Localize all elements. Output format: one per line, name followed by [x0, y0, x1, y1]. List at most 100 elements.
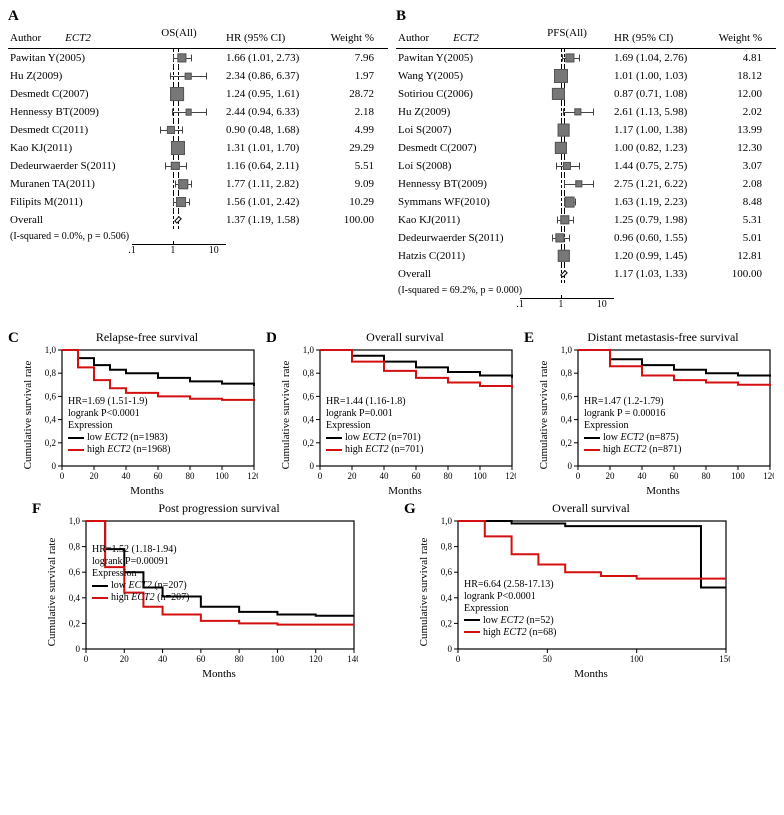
expr-label: Expression [464, 603, 508, 615]
hr-ci: 1.44 (0.75, 2.75) [614, 160, 716, 172]
svg-text:0,8: 0,8 [45, 368, 57, 378]
svg-text:0,6: 0,6 [69, 567, 81, 577]
hr-ci: 1.56 (1.01, 2.42) [226, 196, 328, 208]
author: Wang Y(2005) [396, 70, 520, 82]
hdr-weight: Weight % [716, 32, 764, 44]
author: Desmedt C(2011) [8, 124, 132, 136]
svg-text:0: 0 [456, 654, 461, 664]
forest-header: AuthorECT2OS(All)HR (95% CI)Weight % [8, 27, 388, 49]
svg-text:120: 120 [309, 654, 323, 664]
svg-text:40: 40 [158, 654, 168, 664]
overall-label: Overall [396, 268, 520, 280]
svg-text:0: 0 [76, 644, 81, 654]
row-plot [132, 49, 226, 67]
svg-text:0: 0 [52, 461, 57, 471]
forest-row: Wang Y(2005)1.01 (1.00, 1.03)18.12 [396, 67, 776, 85]
legend-low: low ECT2 (n=52) [464, 615, 554, 627]
svg-text:100: 100 [271, 654, 285, 664]
forest-row: A AuthorECT2OS(All)HR (95% CI)Weight %Pa… [8, 8, 776, 318]
svg-text:60: 60 [154, 471, 164, 481]
legend-high: high ECT2 (n=871) [584, 444, 681, 456]
svg-text:20: 20 [348, 471, 358, 481]
overall-weight: 100.00 [716, 268, 764, 280]
row-plot [132, 193, 226, 211]
author: Kao KJ(2011) [396, 214, 520, 226]
forest-row: Hennessy BT(2009)2.75 (1.21, 6.22)2.08 [396, 175, 776, 193]
forest-overall: Overall1.17 (1.03, 1.33)100.00 [396, 265, 776, 283]
svg-text:0,6: 0,6 [45, 391, 57, 401]
svg-text:0,4: 0,4 [303, 415, 315, 425]
row-plot [132, 157, 226, 175]
weight: 2.18 [328, 106, 376, 118]
heterogeneity: (I-squared = 0.0%, p = 0.506) [8, 231, 388, 242]
weight: 28.72 [328, 88, 376, 100]
row-plot [520, 121, 614, 139]
author: Hu Z(2009) [396, 106, 520, 118]
legend-low: low ECT2 (n=1983) [68, 432, 168, 444]
row-plot [520, 211, 614, 229]
row-plot [520, 247, 614, 265]
svg-text:0: 0 [448, 644, 453, 654]
row-plot [520, 139, 614, 157]
svg-text:60: 60 [412, 471, 422, 481]
weight: 3.07 [716, 160, 764, 172]
svg-text:80: 80 [702, 471, 712, 481]
author: Kao KJ(2011) [8, 142, 132, 154]
y-axis-label: Cumulative survival rate [538, 361, 550, 470]
svg-text:0,8: 0,8 [441, 542, 453, 552]
hr-ci: 1.25 (0.79, 1.98) [614, 214, 716, 226]
forest-axis: .1110 [396, 298, 776, 318]
expr-label: Expression [584, 420, 628, 432]
expr-label: Expression [68, 420, 112, 432]
x-axis-label: Months [58, 668, 380, 680]
expr-label: Expression [92, 568, 136, 580]
author: Loi S(2007) [396, 124, 520, 136]
author: Pawitan Y(2005) [8, 52, 132, 64]
svg-text:0,8: 0,8 [69, 542, 81, 552]
row-plot [520, 157, 614, 175]
hr-text: HR=1.52 (1.18-1.94) [92, 544, 177, 556]
panel-label: G [404, 501, 416, 518]
panel-e: EDistant metastasis-free survivalCumulat… [524, 330, 776, 497]
row-plot [520, 49, 614, 67]
svg-text:1,0: 1,0 [45, 346, 57, 355]
hr-ci: 2.61 (1.13, 5.98) [614, 106, 716, 118]
forest-row: Desmedt C(2007)1.24 (0.95, 1.61)28.72 [8, 85, 388, 103]
y-axis-label: Cumulative survival rate [22, 361, 34, 470]
hr-ci: 1.20 (0.99, 1.45) [614, 250, 716, 262]
weight: 4.81 [716, 52, 764, 64]
svg-text:0,4: 0,4 [441, 593, 453, 603]
weight: 5.31 [716, 214, 764, 226]
svg-text:40: 40 [122, 471, 132, 481]
survival-row-2: FPost progression survivalCumulative sur… [8, 501, 776, 680]
overall-label: Overall [8, 214, 132, 226]
y-axis-label: Cumulative survival rate [280, 361, 292, 470]
forest-row: Hu Z(2009)2.61 (1.13, 5.98)2.02 [396, 103, 776, 121]
hr-ci: 1.31 (1.01, 1.70) [226, 142, 328, 154]
legend-high: high ECT2 (n=207) [92, 592, 189, 604]
hr-ci: 1.69 (1.04, 2.76) [614, 52, 716, 64]
svg-text:0,2: 0,2 [561, 438, 572, 448]
overall-weight: 100.00 [328, 214, 376, 226]
forest-row: Dedeurwaerder S(2011)0.96 (0.60, 1.55)5.… [396, 229, 776, 247]
weight: 18.12 [716, 70, 764, 82]
hr-ci: 0.87 (0.71, 1.08) [614, 88, 716, 100]
p-text: logrank P = 0.00016 [584, 408, 665, 420]
p-text: logrank P<0.0001 [464, 591, 536, 603]
weight: 7.96 [328, 52, 376, 64]
chart-wrap: Cumulative survival rate00,20,40,60,81,0… [550, 346, 776, 484]
svg-text:0,8: 0,8 [303, 368, 315, 378]
svg-text:0,4: 0,4 [561, 415, 573, 425]
panel-label-b: B [396, 8, 776, 25]
svg-text:60: 60 [670, 471, 680, 481]
panel-label: D [266, 330, 277, 347]
author: Hennessy BT(2009) [396, 178, 520, 190]
author: Hu Z(2009) [8, 70, 132, 82]
row-plot [520, 229, 614, 247]
survival-title: Distant metastasis-free survival [550, 330, 776, 345]
weight: 12.30 [716, 142, 764, 154]
forest-row: Pawitan Y(2005)1.69 (1.04, 2.76)4.81 [396, 49, 776, 67]
svg-text:1,0: 1,0 [441, 517, 453, 526]
svg-text:80: 80 [235, 654, 245, 664]
hdr-outcome: OS(All) [132, 27, 226, 48]
